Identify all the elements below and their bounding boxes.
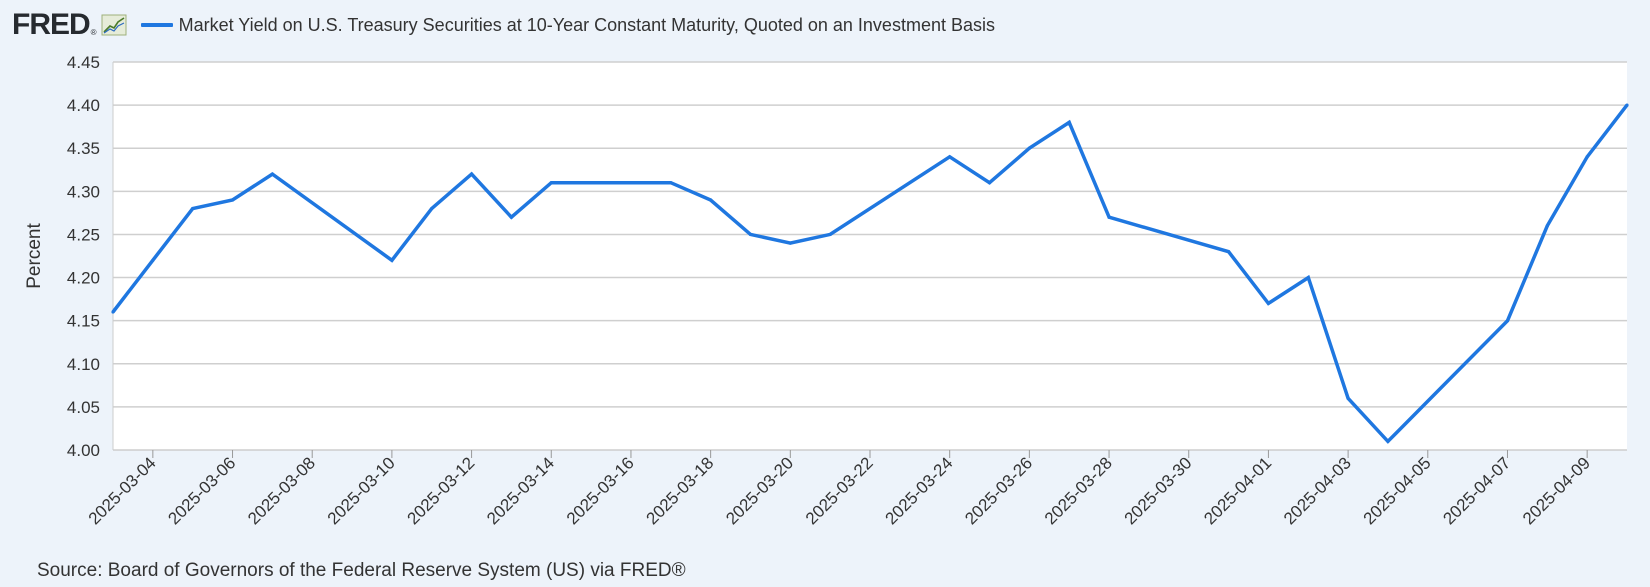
x-tick-label: 2025-03-12 bbox=[403, 453, 478, 528]
y-tick-label: 4.20 bbox=[67, 269, 100, 288]
data-point bbox=[788, 241, 792, 245]
data-point bbox=[509, 215, 514, 219]
source-note: Source: Board of Governors of the Federa… bbox=[37, 560, 686, 581]
data-point bbox=[828, 232, 832, 237]
y-axis-title: Percent bbox=[24, 223, 45, 289]
data-point bbox=[1545, 224, 1549, 228]
data-point bbox=[1386, 439, 1390, 443]
data-point bbox=[1266, 301, 1271, 306]
data-point bbox=[270, 172, 274, 176]
chart-header: FRED ® Market Yield on U.S. Treasury Sec… bbox=[12, 8, 995, 42]
x-tick-label: 2025-03-30 bbox=[1121, 453, 1196, 528]
data-point bbox=[1625, 103, 1629, 107]
data-point bbox=[1027, 146, 1031, 150]
data-point bbox=[748, 232, 753, 237]
data-point bbox=[230, 198, 235, 202]
y-tick-label: 4.35 bbox=[67, 139, 100, 158]
data-point bbox=[549, 181, 553, 185]
plot-area bbox=[113, 62, 1627, 450]
x-tick-label: 2025-03-14 bbox=[483, 453, 558, 528]
data-point bbox=[987, 181, 992, 185]
data-point bbox=[151, 258, 155, 262]
data-point bbox=[709, 198, 713, 202]
x-tick-label: 2025-03-24 bbox=[882, 453, 957, 528]
fred-logo[interactable]: FRED bbox=[12, 8, 91, 41]
x-tick-label: 2025-03-10 bbox=[324, 453, 399, 528]
data-point bbox=[1226, 250, 1231, 254]
x-tick-label: 2025-03-04 bbox=[85, 453, 160, 528]
data-point bbox=[430, 206, 434, 211]
y-tick-label: 4.25 bbox=[67, 225, 100, 244]
x-tick-label: 2025-03-16 bbox=[563, 453, 638, 528]
x-tick-label: 2025-03-26 bbox=[961, 453, 1036, 528]
x-tick-label: 2025-03-18 bbox=[643, 453, 718, 528]
data-point bbox=[191, 206, 195, 211]
y-tick-label: 4.00 bbox=[67, 441, 100, 460]
data-point bbox=[1505, 319, 1510, 323]
x-tick-label: 2025-04-07 bbox=[1439, 453, 1514, 528]
y-tick-label: 4.05 bbox=[67, 398, 100, 417]
data-point bbox=[1306, 275, 1310, 280]
x-tick-label: 2025-04-03 bbox=[1280, 453, 1355, 528]
legend-series-label: Market Yield on U.S. Treasury Securities… bbox=[178, 14, 995, 35]
x-tick-label: 2025-03-28 bbox=[1041, 453, 1116, 528]
x-tick-label: 2025-03-06 bbox=[164, 453, 239, 528]
data-point bbox=[1346, 396, 1350, 400]
y-tick-label: 4.10 bbox=[67, 355, 100, 374]
x-tick-label: 2025-04-01 bbox=[1200, 453, 1275, 528]
data-point bbox=[469, 172, 474, 176]
data-point bbox=[948, 155, 952, 159]
y-tick-label: 4.15 bbox=[67, 312, 100, 331]
x-tick-label: 2025-03-22 bbox=[802, 453, 877, 528]
x-tick-label: 2025-03-08 bbox=[244, 453, 319, 528]
data-point bbox=[1585, 155, 1589, 159]
data-point bbox=[1067, 120, 1071, 124]
y-tick-label: 4.45 bbox=[67, 53, 100, 72]
data-point bbox=[390, 258, 394, 262]
y-tick-label: 4.40 bbox=[67, 96, 100, 115]
legend-swatch bbox=[140, 23, 173, 27]
x-tick-label: 2025-04-09 bbox=[1519, 453, 1594, 528]
registered-mark: ® bbox=[90, 28, 97, 37]
x-tick-label: 2025-03-20 bbox=[722, 453, 797, 528]
chart-legend[interactable]: Market Yield on U.S. Treasury Securities… bbox=[140, 14, 995, 36]
y-tick-label: 4.30 bbox=[67, 182, 100, 201]
x-tick-label: 2025-04-05 bbox=[1360, 453, 1435, 528]
data-point bbox=[669, 181, 673, 185]
data-point bbox=[1107, 215, 1111, 219]
data-point bbox=[111, 310, 115, 314]
line-chart-icon bbox=[101, 14, 127, 36]
